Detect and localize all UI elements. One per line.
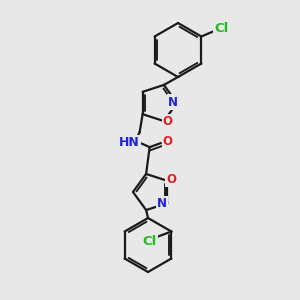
- Text: O: O: [163, 135, 172, 148]
- Text: HN: HN: [119, 136, 140, 149]
- Text: O: O: [163, 115, 173, 128]
- Text: N: N: [168, 95, 178, 109]
- Text: Cl: Cl: [214, 22, 229, 35]
- Text: Cl: Cl: [142, 235, 157, 248]
- Text: N: N: [158, 197, 167, 210]
- Text: O: O: [167, 173, 176, 186]
